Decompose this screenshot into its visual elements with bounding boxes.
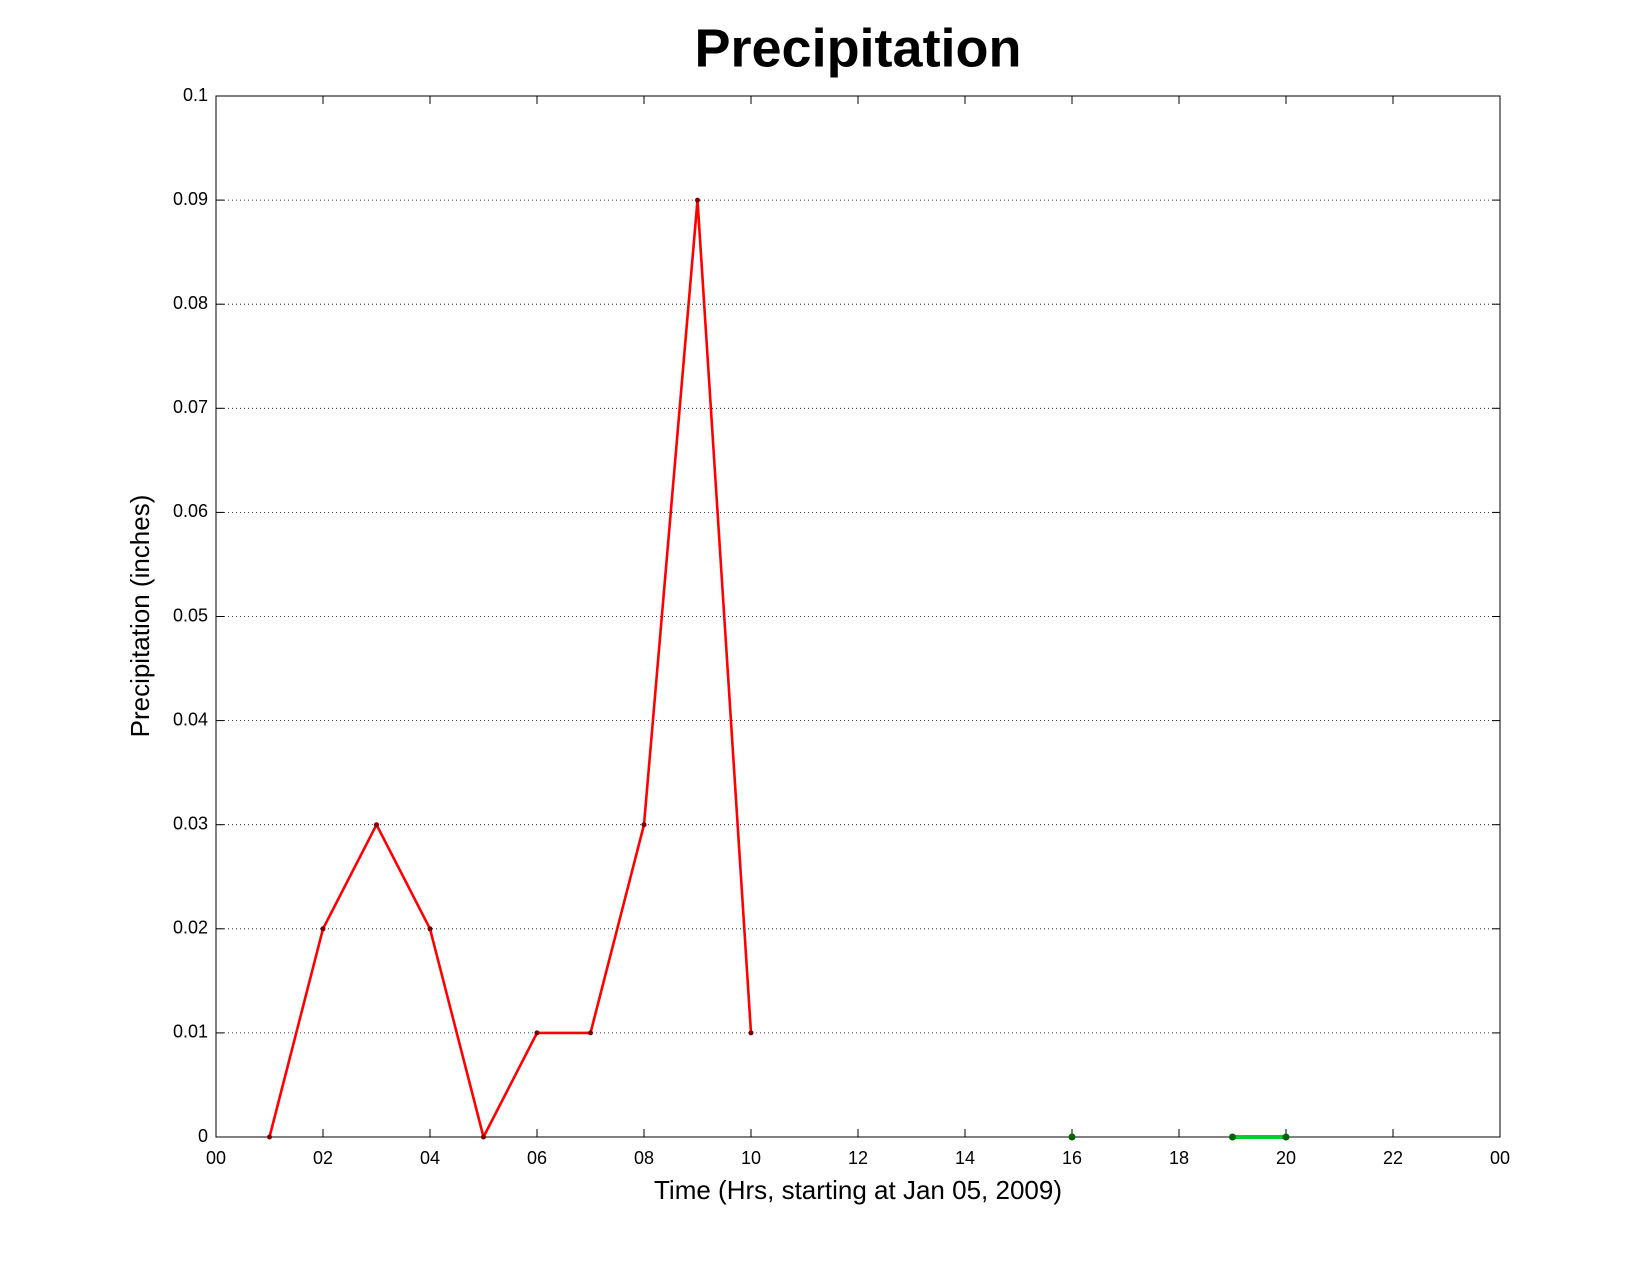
x-tick-label: 00 bbox=[1490, 1148, 1510, 1168]
data-point bbox=[267, 1134, 272, 1140]
data-point bbox=[695, 197, 700, 203]
y-tick-label: 0.02 bbox=[173, 918, 208, 938]
data-point bbox=[1282, 1133, 1290, 1141]
data-point bbox=[320, 926, 326, 932]
data-point bbox=[374, 822, 379, 828]
y-tick-label: 0.01 bbox=[173, 1022, 208, 1042]
x-tick-label: 00 bbox=[206, 1148, 226, 1168]
x-tick-label: 18 bbox=[1169, 1148, 1189, 1168]
x-tick-label: 12 bbox=[848, 1148, 868, 1168]
y-tick-label: 0.09 bbox=[173, 189, 208, 209]
x-tick-label: 06 bbox=[527, 1148, 547, 1168]
x-tick-label: 14 bbox=[955, 1148, 975, 1168]
data-point bbox=[534, 1030, 540, 1036]
x-axis-label: Time (Hrs, starting at Jan 05, 2009) bbox=[654, 1175, 1062, 1205]
y-tick-label: 0.05 bbox=[173, 605, 208, 625]
data-point bbox=[588, 1030, 593, 1036]
x-tick-label: 10 bbox=[741, 1148, 761, 1168]
chart-title: Precipitation bbox=[694, 18, 1021, 78]
y-tick-label: 0.07 bbox=[173, 397, 208, 417]
y-axis-label: Precipitation (inches) bbox=[125, 495, 155, 738]
y-tick-label: 0.08 bbox=[173, 293, 208, 313]
series-line bbox=[268, 198, 753, 1139]
x-tick-label: 04 bbox=[420, 1148, 440, 1168]
plot-frame bbox=[215, 95, 1501, 1138]
y-tick-label: 0 bbox=[198, 1126, 208, 1146]
x-tick-label: 20 bbox=[1276, 1148, 1296, 1168]
y-tick-label: 0.1 bbox=[183, 85, 208, 105]
data-point bbox=[748, 1030, 754, 1036]
x-tick-label: 16 bbox=[1062, 1148, 1082, 1168]
data-point bbox=[1068, 1133, 1076, 1141]
data-point bbox=[1229, 1133, 1236, 1141]
y-tick-label: 0.04 bbox=[173, 709, 208, 729]
x-tick-label: 22 bbox=[1383, 1148, 1403, 1168]
x-tick-label: 02 bbox=[313, 1148, 333, 1168]
data-point bbox=[641, 822, 647, 828]
data-point bbox=[481, 1134, 486, 1140]
x-tick-label: 08 bbox=[634, 1148, 654, 1168]
y-tick-label: 0.03 bbox=[173, 813, 208, 833]
data-point bbox=[427, 926, 433, 932]
y-tick-label: 0.06 bbox=[173, 501, 208, 521]
